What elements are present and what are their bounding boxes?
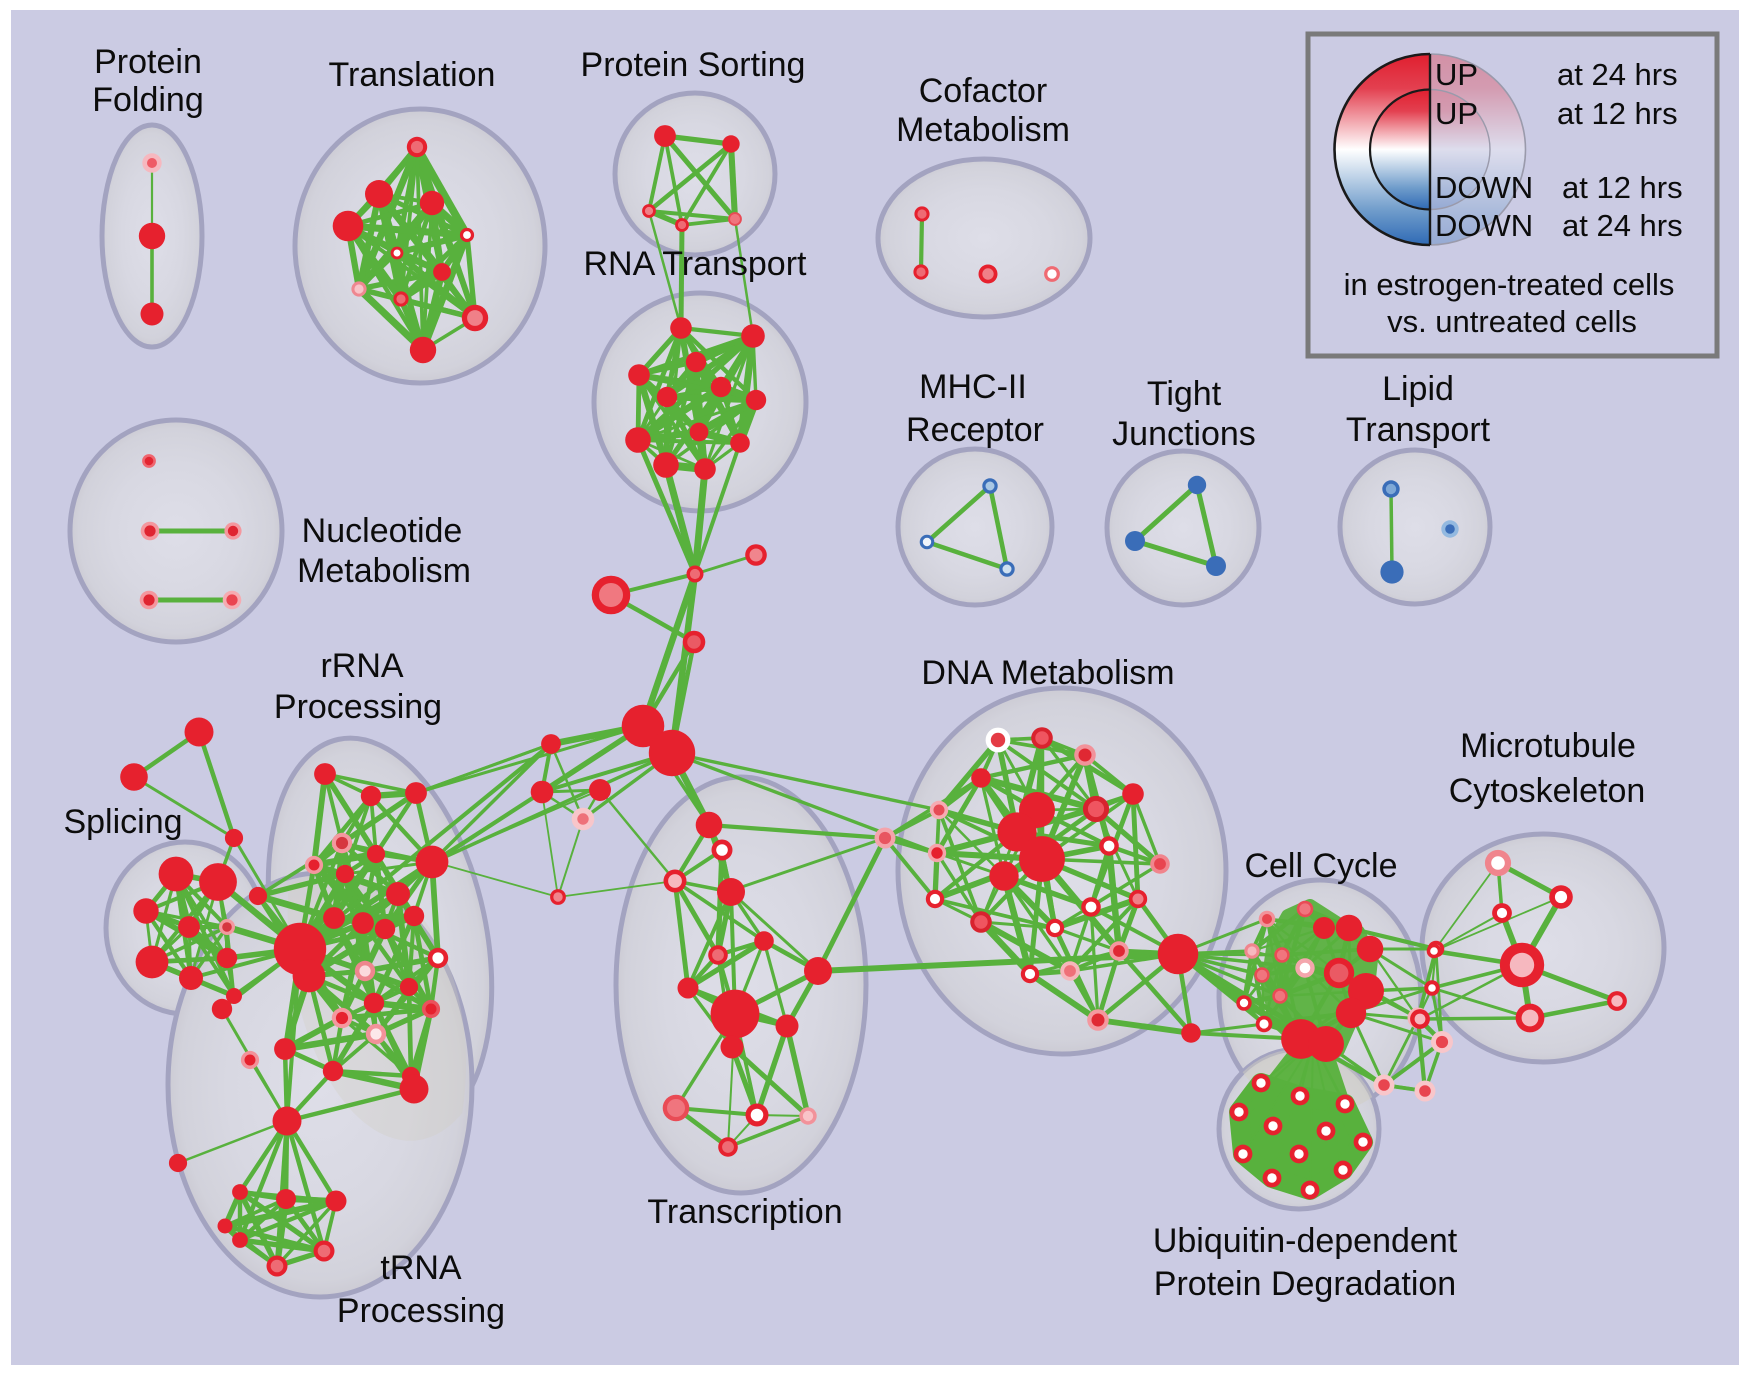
svg-text:Transport: Transport [1346, 411, 1491, 449]
svg-text:Protein: Protein [94, 43, 202, 81]
svg-text:at 24 hrs: at 24 hrs [1562, 208, 1683, 243]
svg-text:Metabolism: Metabolism [297, 552, 471, 590]
svg-text:rRNA: rRNA [320, 647, 403, 685]
svg-text:Cell Cycle: Cell Cycle [1244, 847, 1397, 885]
svg-text:Translation: Translation [329, 56, 496, 94]
svg-text:Ubiquitin-dependent: Ubiquitin-dependent [1153, 1222, 1458, 1260]
svg-text:Tight: Tight [1147, 375, 1222, 413]
svg-text:DOWN: DOWN [1435, 208, 1533, 243]
svg-text:DOWN: DOWN [1435, 170, 1533, 205]
svg-text:Receptor: Receptor [906, 411, 1044, 449]
svg-text:Microtubule: Microtubule [1460, 727, 1636, 765]
svg-text:at 24 hrs: at 24 hrs [1557, 57, 1678, 92]
svg-text:Cofactor: Cofactor [919, 72, 1048, 110]
svg-text:at 12 hrs: at 12 hrs [1557, 96, 1678, 131]
svg-text:at 12 hrs: at 12 hrs [1562, 170, 1683, 205]
svg-text:tRNA: tRNA [380, 1249, 462, 1287]
svg-text:Cytoskeleton: Cytoskeleton [1449, 772, 1646, 810]
svg-text:in estrogen-treated cells: in estrogen-treated cells [1344, 267, 1675, 302]
svg-text:UP: UP [1435, 57, 1478, 92]
svg-text:UP: UP [1435, 96, 1478, 131]
svg-text:Protein Sorting: Protein Sorting [581, 46, 806, 84]
svg-text:Processing: Processing [274, 688, 442, 726]
svg-text:DNA Metabolism: DNA Metabolism [921, 654, 1174, 692]
svg-text:Lipid: Lipid [1382, 370, 1454, 408]
svg-text:Splicing: Splicing [63, 803, 182, 841]
svg-text:RNA Transport: RNA Transport [584, 245, 808, 283]
svg-text:Folding: Folding [92, 81, 204, 119]
svg-text:MHC-II: MHC-II [919, 368, 1027, 406]
svg-text:Processing: Processing [337, 1292, 505, 1330]
svg-text:Nucleotide: Nucleotide [302, 512, 463, 550]
svg-text:Protein Degradation: Protein Degradation [1154, 1265, 1456, 1303]
svg-text:Junctions: Junctions [1112, 415, 1256, 453]
svg-text:Transcription: Transcription [647, 1193, 842, 1231]
svg-text:Metabolism: Metabolism [896, 111, 1070, 149]
svg-text:vs. untreated cells: vs. untreated cells [1387, 304, 1637, 339]
